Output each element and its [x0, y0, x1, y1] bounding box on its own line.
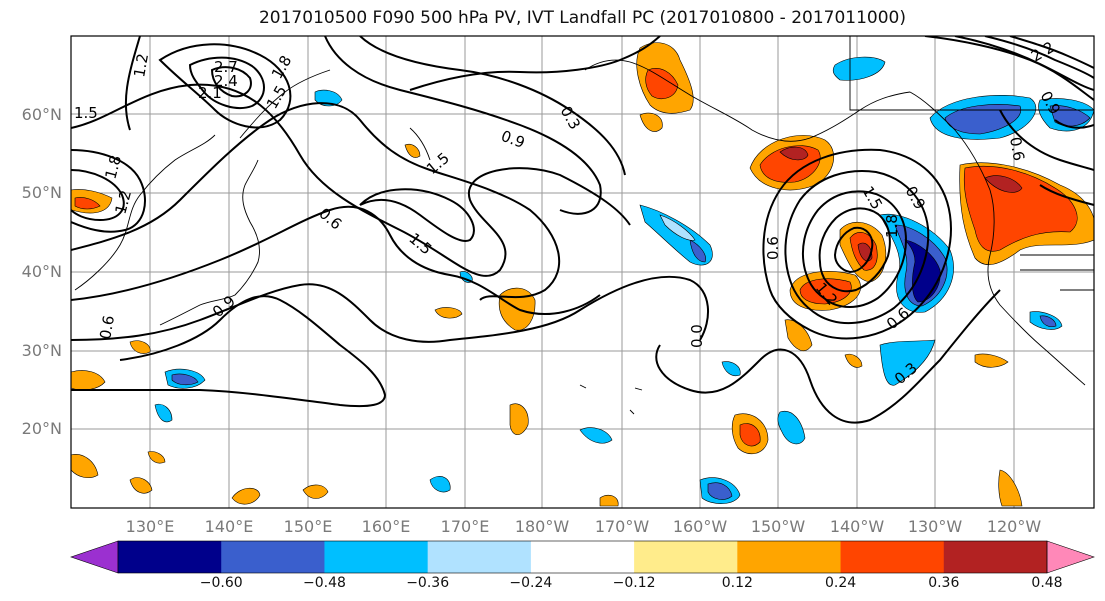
lon-label: 180°W — [515, 517, 570, 536]
colorbar-tick-label: −0.36 — [406, 575, 449, 591]
lon-label: 140°W — [830, 517, 885, 536]
lon-label: 170°W — [595, 517, 650, 536]
colorbar-segment — [530, 541, 635, 573]
colorbar-segment — [943, 541, 1048, 573]
contour-label: 1.8 — [101, 153, 125, 181]
colorbar-tick-label: 0.36 — [928, 575, 959, 591]
lon-label: 170°E — [441, 517, 490, 536]
contour-label: 2.4 — [214, 72, 238, 90]
lat-label: 50°N — [22, 183, 62, 202]
graticule — [71, 36, 1094, 508]
latitude-labels: 60°N 50°N 40°N 30°N 20°N — [22, 105, 62, 438]
lon-label: 150°W — [751, 517, 806, 536]
lon-label: 150°E — [284, 517, 333, 536]
contour-label: 1.2 — [130, 52, 152, 79]
colorbar-segment — [221, 541, 325, 573]
contour-label: 1.8 — [883, 214, 901, 238]
colorbar-extend-low — [70, 540, 119, 574]
coastlines — [74, 36, 1094, 415]
colorbar-tick-label: 0.48 — [1031, 575, 1062, 591]
lat-label: 20°N — [22, 419, 62, 438]
contour-label: 0.6 — [96, 314, 118, 341]
lon-label: 120°W — [987, 517, 1042, 536]
pv-contours — [71, 36, 1094, 424]
contour-label: 0.6 — [764, 236, 782, 260]
colorbar-tick-label: 0.12 — [722, 575, 753, 591]
colorbar-tick-label: −0.48 — [303, 575, 346, 591]
colorbar-border — [117, 540, 1048, 574]
colorbar-segment — [324, 541, 429, 573]
colorbar-tick-label: −0.24 — [509, 575, 552, 591]
lat-label: 40°N — [22, 262, 62, 281]
colorbar-extend-high — [1046, 540, 1095, 574]
contour-label: 1.2 — [111, 188, 135, 216]
lon-label: 160°W — [673, 517, 728, 536]
colorbar-segment — [737, 541, 842, 573]
contour-label: 1.5 — [74, 104, 98, 122]
lat-label: 30°N — [22, 341, 62, 360]
lon-label: 140°E — [205, 517, 254, 536]
map-frame — [70, 35, 1095, 509]
colorbar-segment — [840, 541, 945, 573]
colorbar-segment — [427, 541, 532, 573]
lon-label: 160°E — [362, 517, 411, 536]
lat-label: 60°N — [22, 105, 62, 124]
colorbar-tick-label: −0.12 — [613, 575, 656, 591]
lon-label: 130°E — [126, 517, 175, 536]
colorbar-tick-label: −0.60 — [200, 575, 243, 591]
colorbar-segment — [118, 541, 222, 573]
contour-label: 2.7 — [214, 58, 238, 76]
colorbar: −0.60 −0.48 −0.36 −0.24 −0.12 0.12 0.24 0.36 0.4… — [70, 540, 1095, 591]
colorbar-tick-label: 0.24 — [825, 575, 856, 591]
shaded-anomalies — [71, 42, 1094, 507]
contour-label: 0.6 — [1006, 136, 1028, 163]
lon-label: 130°W — [908, 517, 963, 536]
contour-label: 2.1 — [198, 84, 222, 102]
contour-label: 0.0 — [688, 324, 706, 348]
longitude-labels: 130°E 140°E 150°E 160°E 170°E 180°W 170°… — [126, 517, 1042, 536]
colorbar-segment — [634, 541, 738, 573]
map-title: 2017010500 F090 500 hPa PV, IVT Landfall… — [258, 8, 906, 28]
